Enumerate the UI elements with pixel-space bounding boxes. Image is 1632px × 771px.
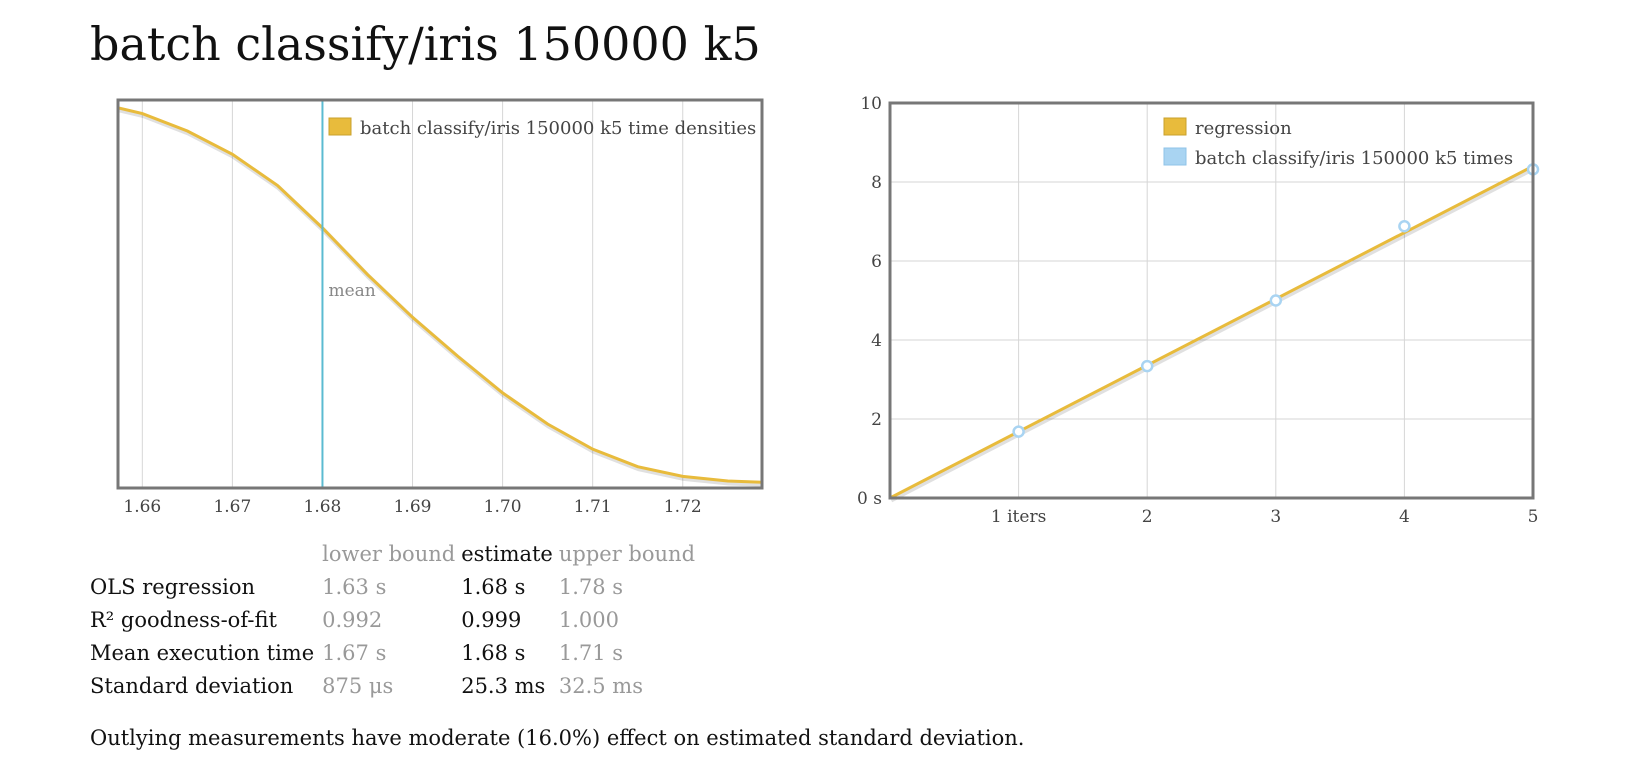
regression-x-tick-label: 2	[1142, 507, 1153, 527]
density-x-tick-labels: 1.66 1.67 1.68 1.69 1.70 1.71 1.72	[123, 497, 701, 517]
stats-row-r2: R² goodness-of-fit 0.992 0.999 1.000	[90, 603, 701, 636]
stats-metric: R² goodness-of-fit	[90, 607, 277, 632]
regression-point	[1269, 294, 1283, 307]
regression-x-tick-label: 5	[1528, 507, 1539, 527]
stats-table: lower bound estimate upper bound OLS reg…	[90, 537, 701, 702]
regression-point	[1398, 219, 1411, 233]
times-legend-label: batch classify/iris 150000 k5 times	[1195, 148, 1513, 169]
stats-lower: 1.67 s	[322, 640, 387, 665]
stats-header-upper: upper bound	[558, 541, 696, 566]
stats-estimate: 0.999	[461, 607, 522, 632]
density-x-tick-label: 1.66	[123, 497, 161, 517]
regression-x-tick-label: 3	[1270, 507, 1281, 527]
stats-estimate: 1.68 s	[461, 574, 526, 599]
stats-metric: Mean execution time	[90, 640, 315, 665]
regression-points	[1012, 163, 1540, 438]
density-x-tick-label: 1.67	[213, 497, 251, 517]
density-x-tick-label: 1.68	[304, 497, 342, 517]
regression-x-tick-label: 1 iters	[991, 507, 1046, 527]
density-curve-shadow	[118, 107, 764, 487]
stats-header-metric	[90, 537, 322, 570]
regression-legend: regression batch classify/iris 150000 k5…	[1163, 117, 1513, 169]
density-x-tick-label: 1.72	[664, 497, 702, 517]
stats-upper: 1.71 s	[558, 640, 624, 665]
density-legend-swatch	[328, 117, 352, 136]
regression-y-tick-labels: 0 s 2 4 6 8 10	[857, 94, 882, 509]
regression-line	[889, 164, 1534, 500]
times-legend-swatch	[1163, 147, 1187, 166]
density-legend: batch classify/iris 150000 k5 time densi…	[328, 117, 756, 139]
stats-upper: 32.5 ms	[558, 673, 643, 698]
stats-header-lower: lower bound	[322, 541, 456, 566]
density-chart: mean 1.66 1.67 1.68 1.69 1.70 1.71 1.72 batch …	[116, 98, 764, 517]
stats-estimate: 25.3 ms	[461, 673, 546, 698]
regression-y-tick-label: 10	[860, 94, 882, 114]
regression-y-tick-label: 6	[871, 252, 882, 272]
regression-point	[1012, 425, 1025, 438]
density-x-tick-label: 1.71	[574, 497, 612, 517]
density-grid	[141, 100, 684, 488]
stats-estimate: 1.68 s	[461, 640, 526, 665]
stats-row-ols: OLS regression 1.63 s 1.68 s 1.78 s	[90, 570, 701, 603]
stats-header-estimate: estimate	[461, 541, 553, 566]
regression-y-tick-label: 8	[871, 173, 882, 193]
stats-upper: 1.78 s	[558, 574, 624, 599]
regression-chart: 1 iters 2 3 4 5 0 s 2 4 6 8 10 regression batch c…	[857, 94, 1540, 527]
density-mean-label: mean	[328, 281, 375, 301]
regression-line-shadow	[889, 165, 1536, 503]
regression-x-tick-labels: 1 iters 2 3 4 5	[991, 507, 1539, 527]
regression-plot-frame	[888, 101, 1535, 500]
stats-lower: 875 μs	[322, 673, 394, 698]
stats-lower: 0.992	[322, 607, 383, 632]
stats-metric: OLS regression	[90, 574, 256, 599]
outlier-note: Outlying measurements have moderate (16.…	[90, 726, 1025, 750]
density-legend-label: batch classify/iris 150000 k5 time densi…	[360, 118, 756, 139]
stats-row-stddev: Standard deviation 875 μs 25.3 ms 32.5 m…	[90, 669, 701, 702]
regression-x-tick-label: 4	[1399, 507, 1410, 527]
regression-legend-swatch	[1163, 117, 1187, 136]
stats-header-row: lower bound estimate upper bound	[90, 537, 701, 570]
regression-point	[1140, 359, 1154, 373]
stats-row-mean: Mean execution time 1.67 s 1.68 s 1.71 s	[90, 636, 701, 669]
regression-legend-label: regression	[1195, 118, 1292, 139]
density-plot-frame	[116, 98, 764, 490]
stats-lower: 1.63 s	[322, 574, 387, 599]
density-x-tick-label: 1.69	[394, 497, 432, 517]
density-x-tick-label: 1.70	[484, 497, 522, 517]
regression-y-tick-label: 0 s	[857, 489, 882, 509]
stats-upper: 1.000	[558, 607, 619, 632]
page-title: batch classify/iris 150000 k5	[90, 17, 761, 71]
stats-metric: Standard deviation	[90, 673, 294, 698]
regression-y-tick-label: 2	[871, 410, 882, 430]
regression-y-tick-label: 4	[871, 331, 882, 351]
density-curve	[117, 106, 763, 484]
